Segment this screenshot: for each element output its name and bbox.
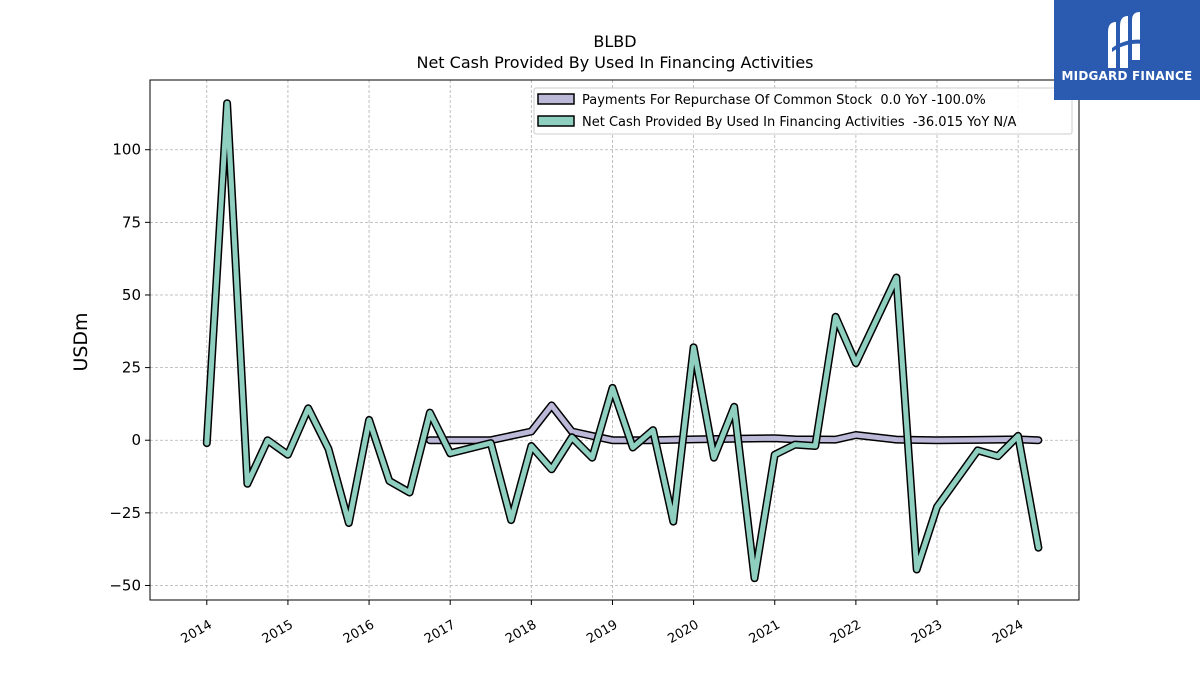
y-tick-label: 25 [122,359,141,377]
series-line-financing [204,100,1041,581]
x-tick-label: 2022 [828,617,864,647]
legend-swatch-financing [537,115,575,127]
x-tick-label: 2014 [179,617,215,647]
legend: Payments For Repurchase Of Common Stock … [533,87,1073,135]
series-layer [202,99,1043,583]
plot-frame [149,79,1080,601]
y-tick-label: 50 [122,286,141,304]
chart-subtitle: Net Cash Provided By Used In Financing A… [416,53,813,72]
y-tick-label: 100 [112,141,141,159]
legend-swatch-repurchase [537,93,575,105]
x-tick-label: 2020 [665,617,701,647]
x-tick-label: 2021 [747,617,783,647]
legend-label-repurchase: Payments For Repurchase Of Common Stock … [582,93,986,108]
legend-label-financing: Net Cash Provided By Used In Financing A… [582,115,1017,130]
y-tick-label: −50 [109,576,141,594]
midgard-finance-logo: MIDGARD FINANCE [1054,0,1200,100]
grid [150,80,1079,600]
y-axis: −50 −25 0 25 50 75 100 [109,141,150,594]
midgard-logo-icon [1108,12,1144,68]
y-tick-label: −25 [109,504,141,522]
y-tick-label: 75 [122,213,141,231]
x-axis: 2014 2015 2016 2017 2018 2019 2020 2021 2022 2023… [179,600,1026,647]
logo-text: MIDGARD FINANCE [1061,69,1193,83]
chart-title: BLBD [593,32,636,51]
x-tick-label: 2016 [341,617,377,647]
x-tick-label: 2023 [909,617,945,647]
x-tick-label: 2018 [503,617,539,647]
legend-box [533,87,1073,135]
x-tick-label: 2015 [260,617,296,647]
x-tick-label: 2017 [422,617,458,647]
y-axis-label: USDm [70,312,92,371]
x-tick-label: 2019 [584,617,620,647]
y-tick-label: 0 [131,431,141,449]
x-tick-label: 2024 [990,617,1026,647]
